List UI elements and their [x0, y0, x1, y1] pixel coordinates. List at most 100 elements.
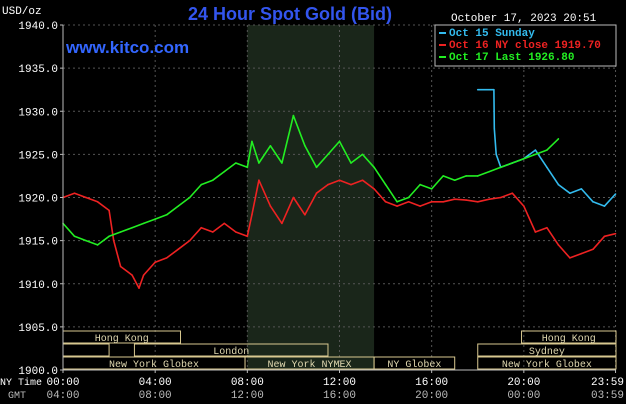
y-tick-label: 1900.0	[18, 366, 58, 378]
series-point	[304, 213, 306, 216]
series-point	[569, 192, 571, 194]
series-point	[373, 166, 375, 169]
series-point	[327, 183, 329, 186]
series-point	[546, 166, 548, 169]
series-point	[177, 248, 180, 251]
series-point	[269, 144, 272, 147]
series-point	[592, 248, 594, 251]
series-point	[246, 166, 249, 169]
timestamp: October 17, 2023 20:51	[451, 13, 597, 25]
series-point	[131, 274, 133, 276]
series-point	[557, 244, 560, 246]
x-tick-label-gmt: 12:00	[231, 390, 264, 402]
series-point	[200, 183, 203, 186]
series-point	[251, 140, 253, 143]
series-point	[476, 201, 479, 203]
series-point	[557, 138, 560, 140]
series-point	[465, 199, 468, 201]
series-point	[304, 144, 306, 147]
series-point	[165, 213, 168, 216]
series-point	[108, 235, 110, 238]
series-point	[235, 162, 237, 164]
y-tick-label: 1910.0	[18, 280, 58, 292]
series-line-1	[477, 88, 617, 207]
session-label: Hong Kong	[542, 334, 596, 345]
series-point	[396, 205, 398, 207]
x-tick-label-gmt: 08:00	[139, 390, 172, 402]
series-point	[495, 153, 497, 156]
series-point	[154, 261, 156, 263]
series-point	[211, 179, 214, 182]
series-point	[85, 239, 87, 242]
x-tick-label-ny: 08:00	[231, 377, 264, 389]
series-point	[493, 127, 496, 130]
x-tick-label-ny: 00:00	[46, 377, 79, 389]
series-point	[281, 222, 283, 225]
series-point	[534, 153, 537, 156]
series-point	[442, 201, 444, 203]
series-point	[419, 183, 421, 186]
series-point	[246, 235, 249, 238]
series-point	[407, 201, 410, 203]
series-point	[315, 166, 318, 169]
series-point	[108, 209, 110, 212]
session-box	[477, 343, 617, 357]
series-point	[73, 235, 76, 238]
x-axis-ticks: 00:0004:0004:0008:0008:0012:0012:0016:00…	[46, 370, 624, 402]
series-point	[327, 153, 329, 156]
series-point	[511, 192, 514, 194]
series-point	[177, 205, 180, 207]
series-point	[188, 196, 191, 199]
series-point	[281, 162, 283, 164]
series-point	[488, 170, 491, 173]
session-box	[62, 343, 110, 357]
series-point	[142, 222, 145, 225]
series-point	[546, 149, 548, 151]
session-label: Sydney	[529, 346, 565, 358]
legend-label: Oct 16 NY close 1919.70	[449, 40, 601, 52]
gmt-label: GMT	[8, 391, 26, 402]
series-point	[384, 183, 387, 186]
series-point	[614, 193, 617, 195]
series-point	[112, 239, 115, 242]
series-point	[523, 157, 525, 160]
series-point	[453, 179, 456, 182]
y-axis-unit: USD/oz	[2, 6, 42, 18]
series-point	[223, 170, 226, 173]
series-point	[165, 257, 168, 259]
series-point	[493, 88, 495, 91]
series-point	[465, 175, 468, 177]
y-tick-label: 1920.0	[18, 194, 58, 206]
y-tick-label: 1930.0	[18, 107, 58, 119]
x-tick-label-ny: 20:00	[507, 377, 540, 389]
series-point	[131, 226, 133, 229]
session-label: NY Globex	[387, 359, 441, 371]
x-tick-label-ny: 12:00	[323, 377, 356, 389]
series-point	[96, 244, 99, 246]
series-point	[292, 114, 295, 117]
series-point	[200, 226, 203, 229]
y-tick-label: 1905.0	[18, 323, 58, 335]
series-point	[361, 179, 364, 182]
series-point	[603, 205, 606, 207]
series-point	[223, 222, 226, 225]
series-point	[142, 274, 145, 276]
ny-time-label: NY Time	[0, 377, 42, 389]
session-box	[133, 343, 329, 357]
series-point	[188, 239, 191, 242]
series-point	[315, 192, 318, 194]
session-box	[477, 356, 617, 370]
series-point	[488, 198, 491, 201]
series-point	[592, 201, 594, 203]
series-point	[419, 205, 421, 207]
series-point	[499, 196, 502, 199]
series-point	[476, 88, 479, 91]
x-tick-label-ny: 16:00	[415, 377, 448, 389]
series-point	[614, 232, 617, 235]
series-point	[580, 252, 583, 255]
series-point	[73, 192, 76, 194]
series-point	[138, 287, 140, 289]
session-label: Hong Kong	[95, 334, 149, 345]
legend-label: Oct 17 Last 1926.80	[449, 52, 574, 64]
